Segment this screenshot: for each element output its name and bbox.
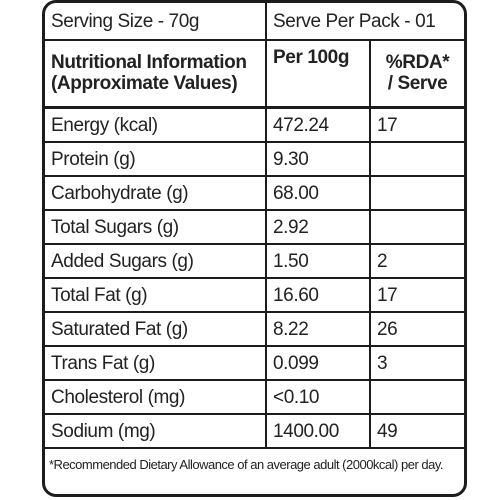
rda-value: 17 (368, 277, 464, 313)
per-100g-value: 472.24 (265, 106, 371, 143)
serving-size: Serving Size - 70g (45, 3, 267, 41)
header-rda-per-serve: %RDA* / Serve (368, 39, 464, 109)
table-row: Total Fat (g) 16.60 17 (45, 277, 464, 313)
table-row: Saturated Fat (g) 8.22 26 (45, 311, 464, 347)
nutrient-name: Trans Fat (g) (45, 345, 267, 381)
nutrient-name: Carbohydrate (g) (45, 175, 267, 211)
table-row: Carbohydrate (g) 68.00 (45, 175, 464, 211)
table-row: Added Sugars (g) 1.50 2 (45, 243, 464, 279)
rda-value: 2 (368, 243, 464, 279)
per-100g-value: 68.00 (265, 175, 371, 211)
table-row: Energy (kcal) 472.24 17 (45, 106, 464, 143)
per-100g-value: 9.30 (265, 141, 371, 177)
table-row: Protein (g) 9.30 (45, 141, 464, 177)
serving-row: Serving Size - 70g Serve Per Pack - 01 (45, 3, 464, 41)
table-row: Trans Fat (g) 0.099 3 (45, 345, 464, 381)
table-row: Sodium (mg) 1400.00 49 (45, 413, 464, 449)
rda-footnote: *Recommended Dietary Allowance of an ave… (45, 447, 464, 479)
footnote-row: *Recommended Dietary Allowance of an ave… (45, 447, 464, 479)
nutrient-name: Cholesterol (mg) (45, 379, 267, 415)
serve-per-pack: Serve Per Pack - 01 (264, 3, 464, 41)
nutrient-name: Total Fat (g) (45, 277, 267, 313)
nutrient-name: Sodium (mg) (45, 413, 267, 449)
per-100g-value: 16.60 (265, 277, 371, 313)
rda-value: 49 (368, 413, 464, 449)
header-per-100g: Per 100g (265, 39, 371, 109)
header-serve-label: / Serve (387, 72, 448, 94)
rda-value: 3 (368, 345, 464, 381)
rda-value (368, 209, 464, 245)
header-nutritional-information: Nutritional Information (Approximate Val… (45, 39, 267, 109)
rda-value: 26 (368, 311, 464, 347)
nutrient-name: Energy (kcal) (45, 106, 267, 143)
nutrient-name: Added Sugars (g) (45, 243, 267, 279)
per-100g-value: 2.92 (265, 209, 371, 245)
rda-value (368, 379, 464, 415)
rda-value (368, 175, 464, 211)
per-100g-value: 1.50 (265, 243, 371, 279)
per-100g-value: 1400.00 (265, 413, 371, 449)
nutrient-name: Saturated Fat (g) (45, 311, 267, 347)
header-rda-label: %RDA* (385, 51, 450, 73)
nutrition-table: Serving Size - 70g Serve Per Pack - 01 N… (45, 3, 464, 479)
nutrient-name: Protein (g) (45, 141, 267, 177)
table-row: Total Sugars (g) 2.92 (45, 209, 464, 245)
rda-value: 17 (368, 106, 464, 143)
header-title: Nutritional Information (51, 51, 247, 73)
nutrition-label: Serving Size - 70g Serve Per Pack - 01 N… (42, 0, 467, 497)
per-100g-value: 0.099 (265, 345, 371, 381)
per-100g-value: 8.22 (265, 311, 371, 347)
table-row: Cholesterol (mg) <0.10 (45, 379, 464, 415)
nutrient-name: Total Sugars (g) (45, 209, 267, 245)
rda-value (368, 141, 464, 177)
header-subtitle: (Approximate Values) (51, 72, 238, 94)
per-100g-value: <0.10 (265, 379, 371, 415)
table-header: Nutritional Information (Approximate Val… (45, 39, 464, 109)
